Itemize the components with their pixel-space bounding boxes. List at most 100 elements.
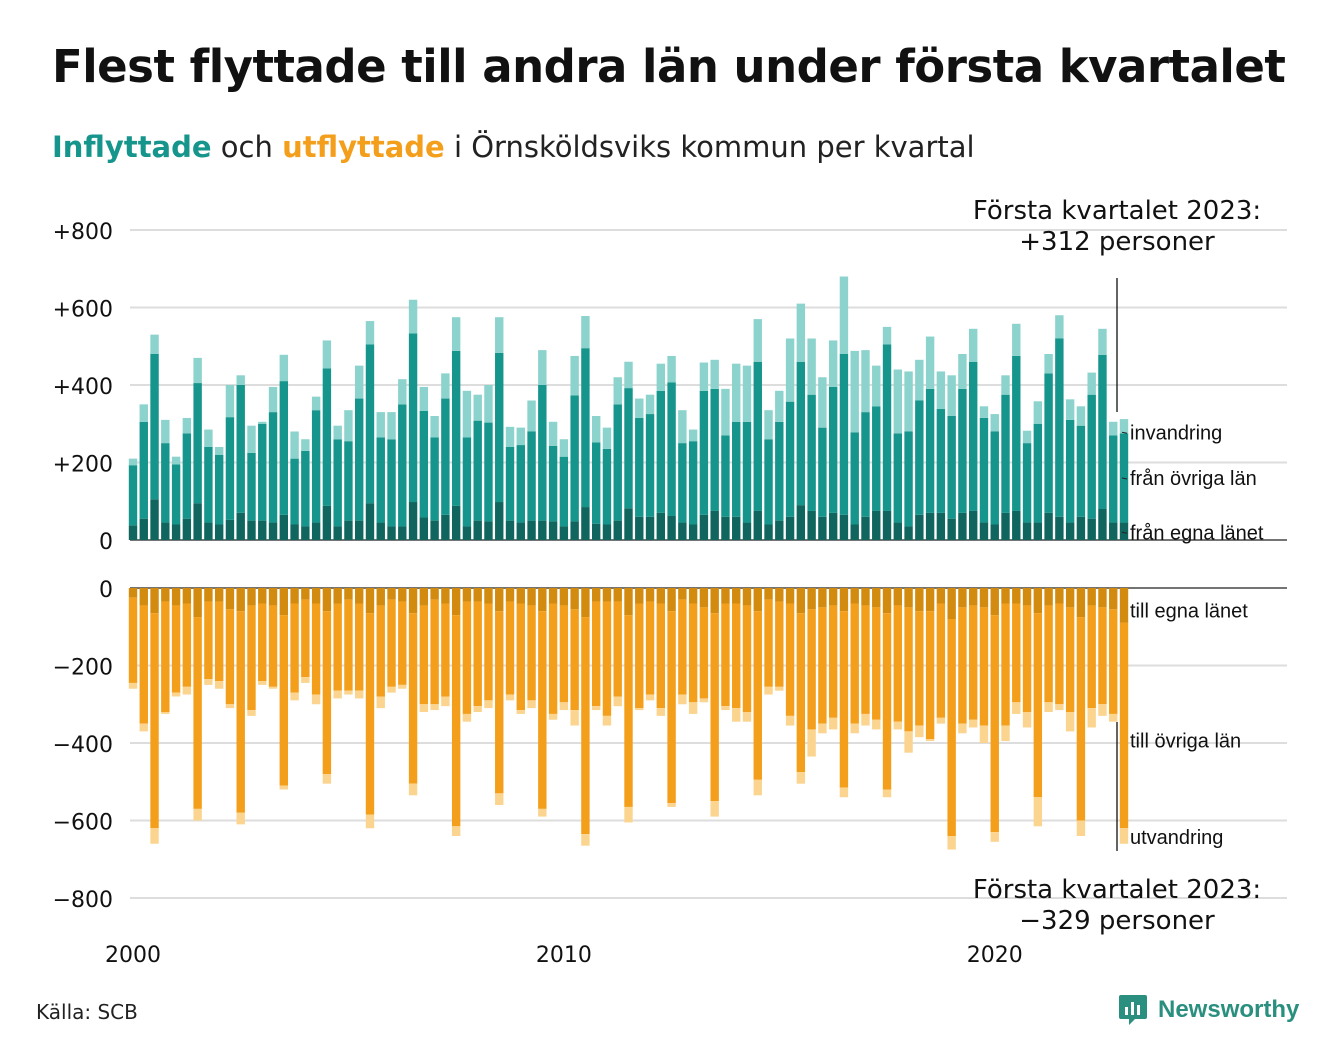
- bar-outflow-emigration: [451, 826, 461, 836]
- bar-outflow-emigration: [764, 686, 773, 695]
- bar-inflow-immigration: [581, 316, 590, 349]
- series-label-leader: [1121, 431, 1128, 434]
- bar-outflow-own: [990, 588, 999, 616]
- bar-inflow-own: [656, 512, 666, 540]
- bar-inflow-other: [247, 452, 256, 521]
- bar-inflow-other: [1022, 443, 1032, 523]
- bar-inflow-own: [1087, 518, 1096, 540]
- bar-outflow-own: [301, 588, 310, 600]
- y-tick-label-upper: +400: [53, 375, 113, 400]
- bar-inflow-immigration: [958, 354, 967, 389]
- bar-outflow-other: [764, 599, 773, 687]
- bar-inflow-immigration: [204, 429, 213, 447]
- bar-outflow-own: [699, 588, 709, 608]
- bar-inflow-own: [688, 524, 698, 540]
- bar-outflow-own: [904, 588, 913, 608]
- bar-outflow-own: [968, 588, 978, 606]
- bar-outflow-other: [236, 611, 245, 813]
- bar-inflow-immigration: [839, 276, 849, 354]
- bar-inflow-own: [807, 510, 816, 540]
- bar-outflow-other: [505, 601, 515, 695]
- bar-outflow-own: [279, 588, 289, 616]
- bar-inflow-other: [667, 382, 676, 516]
- bar-outflow-emigration: [979, 725, 989, 743]
- bar-inflow-other: [204, 447, 213, 523]
- bar-inflow-immigration: [214, 447, 224, 455]
- bar-outflow-emigration: [785, 715, 795, 726]
- bar-outflow-own: [796, 588, 806, 614]
- bar-outflow-emigration: [861, 713, 870, 726]
- bar-outflow-emigration: [1109, 713, 1118, 722]
- bar-inflow-other: [624, 388, 633, 509]
- bar-outflow-emigration: [225, 704, 235, 709]
- bar-inflow-immigration: [139, 404, 148, 422]
- bar-outflow-own: [645, 588, 655, 602]
- bar-inflow-other: [775, 421, 784, 521]
- bar-outflow-own: [322, 588, 332, 612]
- bar-outflow-other: [559, 605, 569, 703]
- bar-inflow-immigration: [861, 350, 870, 413]
- bar-outflow-own: [872, 588, 881, 608]
- bar-inflow-immigration: [936, 371, 946, 410]
- brand-logo[interactable]: Newsworthy: [1118, 993, 1299, 1027]
- bar-inflow-own: [818, 516, 827, 540]
- bar-inflow-immigration: [322, 340, 332, 369]
- subtitle-outflow-word: utflyttade: [282, 130, 445, 164]
- bar-outflow-own: [979, 588, 989, 608]
- bar-inflow-other: [764, 439, 773, 525]
- bar-outflow-emigration: [182, 686, 192, 695]
- annotation-outflow-line2: −329 personer: [1019, 906, 1215, 936]
- bar-inflow-other: [710, 388, 719, 511]
- bar-outflow-emigration: [290, 692, 299, 701]
- bar-outflow-other: [128, 597, 138, 683]
- bar-inflow-other: [936, 409, 946, 513]
- bar-inflow-immigration: [182, 417, 192, 434]
- bar-inflow-own: [882, 510, 892, 540]
- bar-outflow-own: [258, 588, 267, 604]
- bar-inflow-other: [872, 406, 881, 511]
- y-tick-label-upper: +200: [53, 453, 113, 478]
- bar-outflow-own: [925, 588, 935, 612]
- bar-outflow-other: [441, 603, 450, 697]
- bar-outflow-other: [775, 601, 784, 687]
- bar-outflow-emigration: [796, 772, 806, 784]
- bar-outflow-other: [516, 603, 525, 711]
- bar-outflow-emigration: [193, 808, 202, 821]
- bar-inflow-immigration: [171, 456, 181, 465]
- bar-inflow-immigration: [915, 359, 924, 401]
- bar-inflow-own: [861, 516, 870, 540]
- bar-outflow-own: [828, 588, 838, 606]
- bar-outflow-other: [581, 617, 590, 835]
- bar-outflow-other: [818, 607, 827, 724]
- bar-inflow-other: [839, 354, 849, 515]
- bar-inflow-other: [473, 420, 482, 521]
- bar-inflow-immigration: [355, 365, 364, 399]
- bar-outflow-other: [882, 613, 892, 790]
- bar-inflow-own: [398, 526, 407, 540]
- bar-outflow-own: [484, 588, 493, 604]
- bar-inflow-immigration: [451, 317, 461, 351]
- bar-outflow-own: [430, 588, 439, 600]
- bar-inflow-immigration: [785, 338, 795, 402]
- bar-inflow-own: [1022, 522, 1032, 540]
- bar-inflow-other: [861, 412, 870, 517]
- bar-outflow-emigration: [721, 706, 730, 711]
- bar-inflow-own: [915, 514, 924, 540]
- chart-title: Flest flyttade till andra län under förs…: [52, 40, 1286, 93]
- bar-inflow-immigration: [419, 386, 429, 411]
- bar-inflow-other: [441, 398, 450, 515]
- bar-inflow-other: [1076, 425, 1086, 517]
- bar-outflow-other: [495, 611, 504, 794]
- bar-outflow-other: [710, 613, 719, 802]
- bar-outflow-other: [204, 601, 213, 680]
- bar-inflow-immigration: [968, 328, 978, 362]
- bar-inflow-other: [462, 437, 472, 527]
- bar-outflow-emigration: [850, 723, 859, 734]
- bar-outflow-own: [290, 588, 299, 604]
- bar-inflow-immigration: [290, 431, 299, 459]
- bar-outflow-own: [559, 588, 569, 606]
- bar-inflow-own: [979, 522, 989, 540]
- chart-subtitle: Inflyttade och utflyttade i Örnsköldsvik…: [52, 130, 975, 164]
- bar-outflow-emigration: [559, 702, 569, 711]
- bar-inflow-own: [495, 502, 504, 540]
